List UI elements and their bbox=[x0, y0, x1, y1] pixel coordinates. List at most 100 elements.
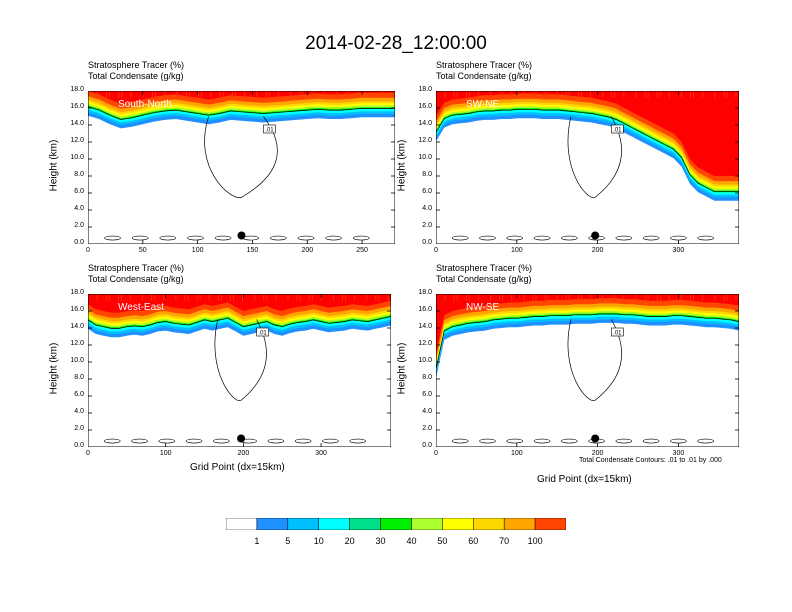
panel-name-label: West-East bbox=[118, 302, 164, 313]
x-tick-label: 100 bbox=[159, 450, 172, 457]
colorbar-label: 50 bbox=[437, 536, 448, 546]
condensate-contour-line bbox=[88, 316, 391, 329]
colorbar-swatch bbox=[380, 518, 412, 530]
y-axis-label: Height (km) bbox=[396, 139, 408, 192]
colorbar-label: 40 bbox=[406, 536, 417, 546]
condensate-contour-low bbox=[158, 438, 176, 444]
colorbar-label: 1 bbox=[254, 536, 260, 546]
y-tick-label: 10.0 bbox=[418, 357, 432, 364]
condensate-contour-low bbox=[297, 235, 315, 241]
panel-nw-se: Stratosphere Tracer (%) Total Condensate… bbox=[436, 263, 746, 453]
condensate-contour-low bbox=[187, 235, 204, 241]
x-tick-label: 250 bbox=[356, 247, 368, 254]
x-tick-label: 100 bbox=[510, 450, 523, 457]
colorbar-label: 60 bbox=[468, 536, 479, 546]
x-tick-label: 200 bbox=[591, 450, 604, 457]
condensate-contour-low bbox=[131, 438, 148, 444]
panel-west-east: Stratosphere Tracer (%) Total Condensate… bbox=[88, 263, 398, 453]
y-tick-label: 2.0 bbox=[422, 222, 432, 229]
colorbar-label: 100 bbox=[527, 536, 543, 546]
contour-label: .01 bbox=[613, 128, 622, 134]
y-tick-label: 4.0 bbox=[74, 205, 84, 212]
location-marker bbox=[591, 231, 600, 240]
condensate-contour-low bbox=[213, 438, 230, 444]
x-tick-label: 0 bbox=[86, 247, 90, 254]
y-tick-label: 6.0 bbox=[74, 188, 84, 195]
x-tick-label: 50 bbox=[138, 247, 147, 254]
colorbar-label: 70 bbox=[499, 536, 510, 546]
tracer-band-7 bbox=[436, 294, 739, 362]
panel-caption-condensate: Total Condensate (g/kg) bbox=[88, 71, 184, 81]
condensate-contour-low bbox=[561, 438, 578, 444]
colorbar-swatch bbox=[256, 518, 289, 530]
condensate-contour-low bbox=[642, 235, 660, 241]
contour-label: .01 bbox=[265, 128, 274, 134]
contour-label-box bbox=[256, 327, 269, 337]
panel-caption-tracer: Stratosphere Tracer (%) bbox=[88, 60, 185, 70]
y-tick-label: 4.0 bbox=[74, 408, 84, 415]
x-tick-label: 300 bbox=[315, 450, 327, 457]
condensate-contour-low bbox=[615, 235, 633, 241]
y-axis-label: Height (km) bbox=[48, 342, 60, 395]
x-tick-label: 100 bbox=[191, 247, 204, 254]
y-tick-label: 14.0 bbox=[418, 323, 432, 330]
condensate-contour-low bbox=[214, 235, 232, 241]
y-tick-label: 0.0 bbox=[422, 239, 432, 246]
location-marker bbox=[237, 434, 246, 443]
panel-caption-condensate: Total Condensate (g/kg) bbox=[436, 71, 532, 81]
x-tick-label: 200 bbox=[301, 247, 314, 254]
tracer-band-9 bbox=[436, 91, 739, 176]
location-marker bbox=[237, 231, 246, 240]
plot-sw-ne: .01 SW-NE bbox=[436, 91, 739, 244]
x-tick-label: 200 bbox=[591, 247, 604, 254]
condensate-contour-low bbox=[642, 438, 660, 444]
y-tick-label: 8.0 bbox=[422, 171, 432, 178]
colorbar-swatch bbox=[226, 518, 258, 530]
panel-sw-ne: Stratosphere Tracer (%) Total Condensate… bbox=[436, 60, 746, 250]
condensate-contour-low bbox=[131, 235, 149, 241]
colorbar-swatch bbox=[349, 518, 381, 530]
colorbar-label: 10 bbox=[313, 536, 324, 546]
x-tick-label: 0 bbox=[434, 450, 438, 457]
y-tick-label: 8.0 bbox=[74, 374, 84, 381]
x-tick-label: 300 bbox=[672, 247, 685, 254]
y-axis-label: Height (km) bbox=[396, 342, 408, 395]
condensate-contour-low bbox=[270, 235, 287, 241]
y-tick-label: 0.0 bbox=[74, 239, 84, 246]
condensate-contour-low bbox=[451, 235, 469, 241]
condensate-contour-low bbox=[697, 235, 714, 241]
colorbar-swatch bbox=[534, 518, 566, 530]
x-tick-label: 100 bbox=[510, 247, 523, 254]
colorbar-swatch bbox=[318, 518, 350, 530]
condensate-contour-low bbox=[506, 235, 524, 241]
contour-label: .01 bbox=[258, 331, 267, 337]
colorbar-swatch bbox=[503, 518, 536, 530]
y-tick-label: 18.0 bbox=[70, 289, 84, 296]
x-tick-label: 150 bbox=[246, 247, 259, 254]
condensate-contour-low bbox=[104, 235, 121, 241]
colorbar-swatch bbox=[411, 518, 443, 530]
y-tick-label: 12.0 bbox=[418, 137, 432, 144]
condensate-contour-low bbox=[533, 235, 551, 241]
y-tick-label: 16.0 bbox=[418, 103, 432, 110]
x-tick-label: 0 bbox=[434, 247, 438, 254]
plot-nw-se: .01 NW-SE bbox=[436, 294, 739, 447]
y-tick-label: 2.0 bbox=[74, 425, 84, 432]
condensate-contour-low bbox=[352, 235, 370, 241]
y-tick-label: 0.0 bbox=[74, 442, 84, 449]
y-tick-label: 10.0 bbox=[70, 357, 84, 364]
condensate-contour-line bbox=[88, 106, 395, 120]
colorbar-label: 5 bbox=[285, 536, 291, 546]
colorbar-swatch bbox=[473, 518, 505, 530]
colorbar-swatch bbox=[287, 518, 319, 530]
panel-name-label: South-North bbox=[118, 99, 172, 110]
y-tick-label: 16.0 bbox=[418, 306, 432, 313]
y-tick-label: 12.0 bbox=[70, 340, 84, 347]
y-tick-label: 12.0 bbox=[418, 340, 432, 347]
y-tick-label: 14.0 bbox=[70, 120, 84, 127]
panel-caption-condensate: Total Condensate (g/kg) bbox=[436, 274, 532, 284]
panel-caption-tracer: Stratosphere Tracer (%) bbox=[436, 263, 533, 273]
y-tick-label: 8.0 bbox=[74, 171, 84, 178]
y-tick-label: 6.0 bbox=[422, 391, 432, 398]
condensate-contour-low bbox=[506, 438, 524, 444]
